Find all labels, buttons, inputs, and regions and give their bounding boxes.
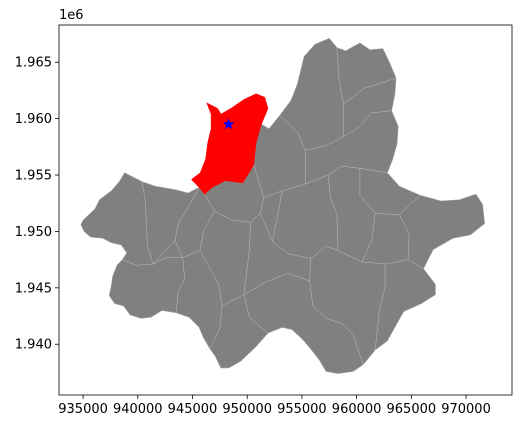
- star-marker: [222, 118, 235, 130]
- district-boundary-13: [336, 47, 344, 137]
- district-boundary-9: [243, 222, 269, 334]
- y-axis-offset-label: 1e6: [59, 8, 84, 23]
- x-tick-label: 935000: [58, 402, 108, 417]
- y-tick-label: 1.945: [15, 281, 52, 296]
- district-boundary-18: [399, 214, 410, 260]
- district-boundary-12: [305, 110, 392, 151]
- district-boundary-14: [327, 174, 339, 251]
- x-tick-label: 940000: [113, 402, 163, 417]
- district-boundary-0: [122, 250, 201, 266]
- y-tick-label: 1.955: [15, 169, 52, 184]
- district-boundary-11: [279, 115, 306, 185]
- district-boundary-5: [199, 210, 223, 349]
- district-boundary-21: [152, 240, 176, 265]
- district-boundary-8: [221, 272, 310, 307]
- district-boundary-20: [272, 190, 283, 242]
- y-tick-label: 1.965: [15, 56, 52, 71]
- highlighted-district: [191, 93, 269, 195]
- district-boundary-22: [343, 77, 397, 105]
- x-tick-label: 970000: [441, 402, 491, 417]
- district-boundary-19: [374, 264, 386, 350]
- x-tick-label: 965000: [387, 402, 437, 417]
- y-tick-label: 1.940: [15, 338, 52, 353]
- x-axis: 935000 940000 945000 950000 955000 960000 9650…: [58, 395, 491, 417]
- district-boundary-1: [141, 181, 154, 265]
- district-boundary-6: [260, 213, 339, 259]
- district-boundary-3: [175, 257, 186, 313]
- district-boundary-2: [174, 187, 200, 258]
- district-boundary-17: [361, 213, 376, 262]
- x-tick-label: 950000: [222, 402, 272, 417]
- axes-frame: [58, 24, 513, 396]
- x-tick-label: 955000: [277, 402, 327, 417]
- y-tick-label: 1.950: [15, 225, 52, 240]
- y-tick-label: 1.960: [15, 112, 52, 127]
- y-axis: 1.940 1.945 1.950 1.955 1.960 1.965: [15, 56, 59, 353]
- x-tick-label: 960000: [332, 402, 382, 417]
- x-tick-label: 945000: [168, 402, 218, 417]
- map-layer: [80, 38, 485, 374]
